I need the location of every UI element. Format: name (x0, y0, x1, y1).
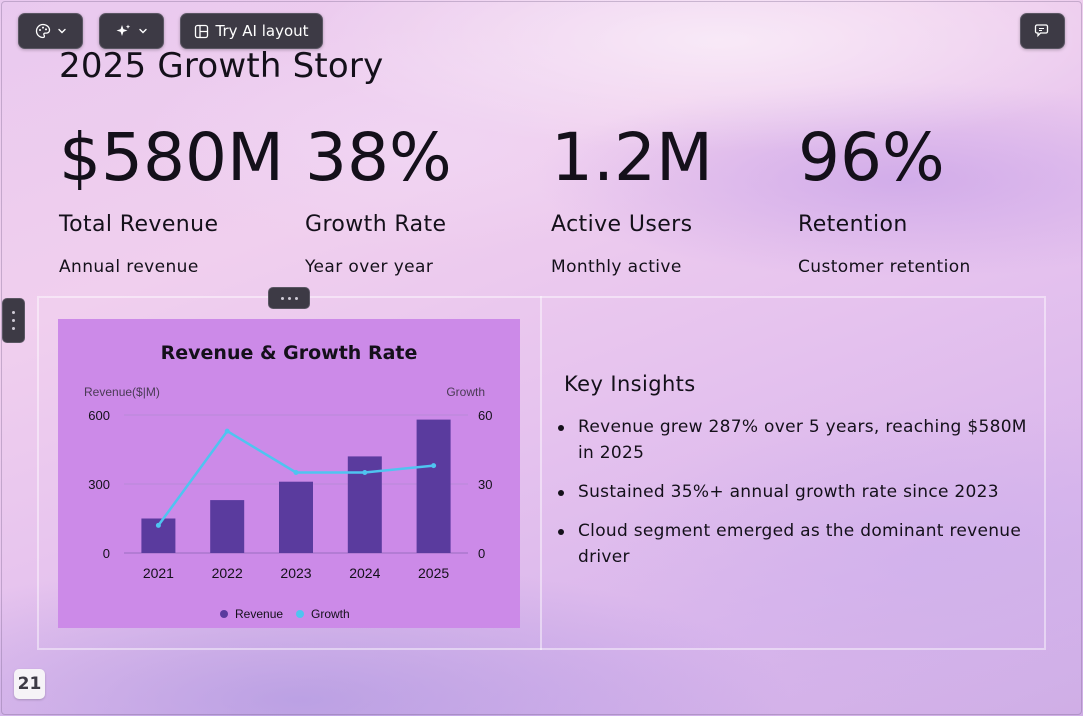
legend-growth-label: Growth (311, 607, 350, 621)
layout-icon (195, 24, 209, 38)
insights-list: Revenue grew 287% over 5 years, reaching… (558, 414, 1034, 570)
chevron-down-icon (139, 28, 147, 34)
stat-sublabel: Annual revenue (59, 257, 199, 277)
legend-revenue-marker (220, 610, 228, 618)
stat-label: Growth Rate (305, 212, 447, 237)
stat-sublabel: Customer retention (798, 257, 971, 277)
revenue-growth-chart[interactable]: Revenue & Growth Rate Revenue($|M) Growt… (58, 319, 520, 628)
y-right-axis-label: Growth (446, 385, 485, 399)
chart-svg: Revenue & Growth Rate Revenue($|M) Growt… (84, 342, 492, 621)
x-tick-label: 2021 (143, 565, 174, 581)
stat-value: 38% (305, 119, 452, 196)
growth-point (155, 522, 161, 528)
palette-icon (35, 23, 50, 39)
stat-label: Active Users (551, 212, 693, 237)
column-divider (540, 296, 542, 650)
y-right-tick-label: 0 (478, 546, 485, 561)
y-left-axis-label: Revenue($|M) (84, 385, 160, 399)
growth-point (293, 470, 299, 475)
slide-title[interactable]: 2025 Growth Story (59, 46, 384, 86)
ai-assist-button[interactable] (99, 13, 164, 49)
stat-value: 1.2M (551, 119, 713, 196)
legend-revenue-label: Revenue (235, 607, 283, 621)
try-ai-layout-button[interactable]: Try AI layout (180, 13, 323, 49)
legend-growth-marker (296, 610, 304, 618)
growth-point (362, 470, 368, 475)
theme-button[interactable] (18, 13, 83, 49)
sparkle-icon (116, 24, 131, 36)
y-right-tick-label: 30 (478, 477, 492, 492)
stat-label: Total Revenue (59, 212, 219, 237)
x-tick-label: 2023 (280, 565, 311, 581)
chart-title: Revenue & Growth Rate (161, 342, 418, 364)
stat-value: $580M (59, 119, 284, 196)
stat-growth-rate: 38% Growth Rate Year over year (305, 119, 545, 278)
y-right-tick-label: 60 (478, 408, 492, 423)
chevron-down-icon (57, 28, 66, 34)
stat-retention: 96% Retention Customer retention (798, 119, 1038, 278)
y-left-tick-label: 600 (88, 408, 110, 423)
try-ai-layout-label: Try AI layout (215, 22, 309, 40)
side-drag-handle[interactable] (2, 298, 25, 343)
comment-button[interactable] (1020, 13, 1065, 49)
block-drag-handle[interactable] (268, 287, 310, 309)
x-tick-label: 2022 (212, 565, 243, 581)
key-insights[interactable]: Key Insights Revenue grew 287% over 5 ye… (558, 372, 1034, 583)
content-block-outline (37, 296, 1046, 650)
x-tick-label: 2025 (418, 565, 449, 581)
x-tick-label: 2024 (349, 565, 380, 581)
insight-item: Revenue grew 287% over 5 years, reaching… (558, 414, 1034, 466)
stat-active-users: 1.2M Active Users Monthly active (551, 119, 791, 278)
growth-point (224, 428, 230, 434)
stat-sublabel: Year over year (305, 257, 434, 277)
comment-icon (1034, 24, 1048, 38)
stat-sublabel: Monthly active (551, 257, 682, 277)
revenue-bar (416, 419, 451, 553)
y-left-tick-label: 0 (103, 546, 110, 561)
growth-point (431, 463, 437, 469)
page-number[interactable]: 21 (14, 669, 45, 699)
revenue-bar (279, 481, 313, 553)
stat-value: 96% (798, 119, 945, 196)
revenue-bar (210, 500, 245, 553)
insight-item: Cloud segment emerged as the dominant re… (558, 518, 1034, 570)
y-left-tick-label: 300 (88, 477, 110, 492)
insights-heading: Key Insights (564, 372, 696, 396)
insight-item: Sustained 35%+ annual growth rate since … (558, 479, 1034, 505)
stat-label: Retention (798, 212, 908, 237)
stat-total-revenue: $580M Total Revenue Annual revenue (59, 119, 299, 278)
